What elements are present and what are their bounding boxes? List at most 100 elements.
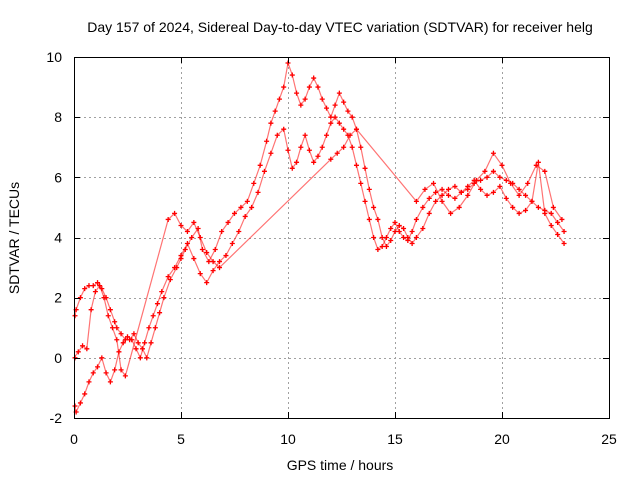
data-point <box>144 355 150 361</box>
data-point <box>341 99 347 105</box>
series-layer <box>72 60 567 415</box>
data-point <box>503 195 509 201</box>
data-point <box>88 307 94 313</box>
data-point <box>550 204 556 210</box>
data-point <box>484 192 490 198</box>
data-point <box>311 159 317 165</box>
series-trail <box>73 60 565 360</box>
data-point <box>366 186 372 192</box>
data-point <box>157 310 163 316</box>
data-point <box>84 346 90 352</box>
data-point <box>107 379 113 385</box>
data-point <box>341 126 347 132</box>
data-point <box>135 340 141 346</box>
data-point <box>375 216 381 222</box>
data-point <box>336 120 342 126</box>
data-point <box>362 165 368 171</box>
data-point <box>405 238 411 244</box>
data-point <box>508 180 514 186</box>
data-point <box>490 189 496 195</box>
data-point <box>353 162 359 168</box>
data-point <box>242 213 248 219</box>
data-point <box>306 147 312 153</box>
data-point <box>152 325 158 331</box>
data-point <box>191 256 197 262</box>
data-point <box>302 96 308 102</box>
data-point <box>210 268 216 274</box>
data-point <box>439 198 445 204</box>
data-point <box>281 126 287 132</box>
data-point <box>107 307 113 313</box>
data-point <box>184 228 190 234</box>
data-point <box>401 225 407 231</box>
data-point <box>129 337 135 343</box>
data-point <box>422 186 428 192</box>
data-point <box>294 159 300 165</box>
data-point <box>206 259 212 265</box>
data-point <box>118 367 124 373</box>
data-point <box>298 102 304 108</box>
data-point <box>261 168 267 174</box>
data-point <box>420 204 426 210</box>
data-point <box>559 216 565 222</box>
data-point <box>105 313 111 319</box>
data-point <box>142 340 148 346</box>
data-point <box>90 283 96 289</box>
data-point <box>490 168 496 174</box>
data-point <box>497 183 503 189</box>
data-point <box>510 204 516 210</box>
data-point <box>298 144 304 150</box>
x-tick-label: 15 <box>387 431 403 447</box>
data-point <box>349 114 355 120</box>
y-tick-label: 8 <box>54 109 62 125</box>
data-point <box>446 186 451 192</box>
data-point <box>362 198 368 204</box>
data-point <box>95 364 101 370</box>
data-point <box>371 235 377 240</box>
data-point <box>465 183 471 189</box>
data-point <box>409 228 415 234</box>
data-point <box>533 162 539 168</box>
x-tick-label: 0 <box>70 431 78 447</box>
data-point <box>401 235 407 240</box>
data-point <box>431 180 437 186</box>
data-point <box>118 331 124 337</box>
data-point <box>191 219 197 225</box>
data-point <box>328 120 334 126</box>
data-point <box>95 280 101 286</box>
data-point <box>516 192 522 198</box>
data-point <box>285 147 291 153</box>
data-point <box>133 346 139 352</box>
data-point <box>289 165 295 171</box>
data-point <box>165 274 171 280</box>
data-point <box>137 355 143 361</box>
data-point <box>523 207 529 213</box>
data-point <box>535 159 541 165</box>
data-point <box>92 289 98 295</box>
data-point <box>478 186 484 192</box>
data-point <box>413 235 419 240</box>
data-point <box>555 219 561 225</box>
data-point <box>165 216 171 222</box>
data-point <box>396 228 402 234</box>
data-point <box>172 265 178 271</box>
data-point <box>204 250 210 256</box>
data-point <box>223 253 229 259</box>
data-point <box>101 295 107 301</box>
data-point <box>197 235 203 240</box>
data-point <box>281 84 287 90</box>
data-point <box>249 204 255 210</box>
data-point <box>114 325 120 331</box>
data-point <box>131 331 137 337</box>
data-point <box>555 231 561 237</box>
data-point <box>439 192 445 198</box>
data-point <box>388 225 394 231</box>
data-point <box>90 370 96 376</box>
x-tick-label: 20 <box>494 431 510 447</box>
data-point <box>150 313 156 319</box>
data-point <box>383 244 389 250</box>
data-point <box>80 343 86 349</box>
data-point <box>392 219 398 225</box>
x-axis-title: GPS time / hours <box>287 457 394 473</box>
